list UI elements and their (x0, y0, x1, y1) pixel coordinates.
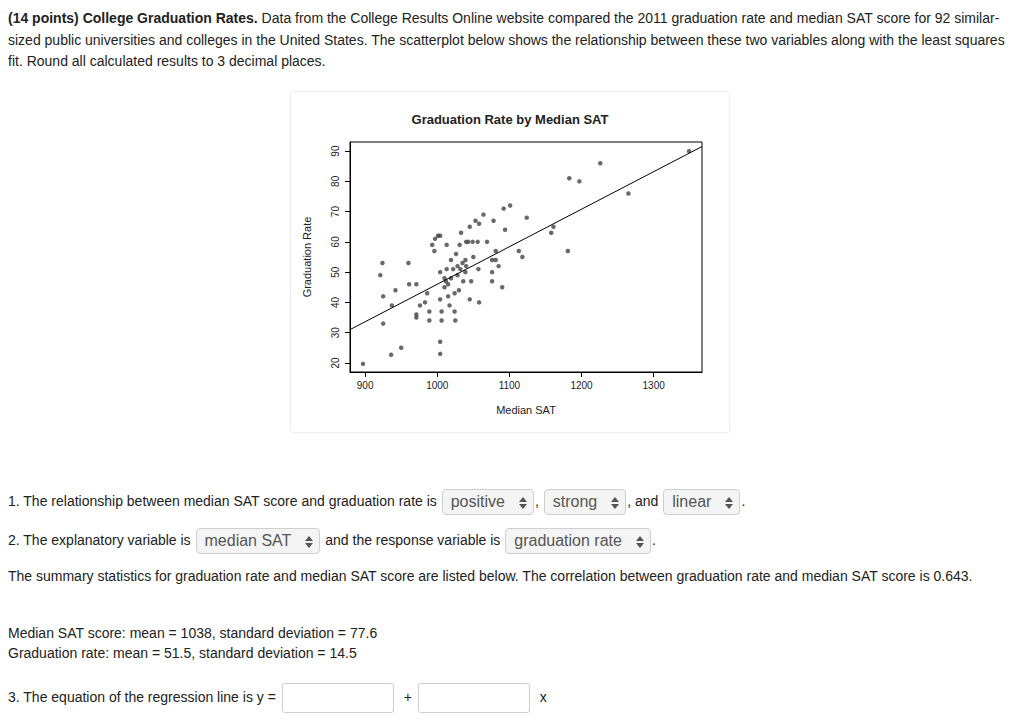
svg-text:30: 30 (330, 327, 341, 339)
html-text:2. The explanatory variable is: 2. The explanatory variable is (8, 531, 195, 548)
html-text:and the response variable is: and the response variable is (321, 531, 505, 548)
svg-text:80: 80 (330, 175, 341, 187)
svg-text:Graduation Rate: Graduation Rate (301, 217, 313, 298)
html-text:The summary statistics for gra: The summary statistics for graduation ra… (8, 568, 973, 584)
html-text:1. The relationship between me: 1. The relationship between median SAT s… (8, 492, 441, 509)
html-text:3. The equation of the regress: 3. The equation of the regression line i… (8, 688, 280, 705)
html-text:linear: linear (672, 493, 712, 510)
svg-text:1200: 1200 (570, 380, 593, 391)
html-text:, and: , and (627, 492, 663, 509)
html-text:(14 points) College Graduation: (14 points) College Graduation Rates. Da… (8, 10, 1005, 69)
svg-text:1300: 1300 (643, 380, 666, 391)
svg-text:20: 20 (330, 357, 341, 369)
html-text:strong: strong (552, 493, 598, 510)
html-text:Graduation rate: mean = 51.5,: Graduation rate: mean = 51.5, standard d… (8, 645, 357, 661)
svg-text:60: 60 (330, 236, 341, 248)
svg-text:1000: 1000 (426, 380, 449, 391)
svg-text:40: 40 (330, 296, 341, 308)
html-text:median SAT: median SAT (204, 532, 292, 549)
svg-text:90: 90 (330, 145, 341, 157)
svg-text:900: 900 (357, 380, 374, 391)
html-text:positive: positive (450, 493, 505, 510)
html-text:graduation rate: graduation rate (514, 532, 622, 549)
html-text:x: x (539, 688, 547, 705)
html-text:Median SAT score: mean = 1038,: Median SAT score: mean = 1038, standard … (8, 625, 378, 641)
svg-text:Graduation Rate by Median SAT: Graduation Rate by Median SAT (412, 112, 609, 127)
svg-text:Median SAT: Median SAT (496, 404, 556, 416)
svg-text:50: 50 (330, 266, 341, 278)
svg-text:70: 70 (330, 206, 341, 218)
svg-text:1100: 1100 (499, 380, 521, 391)
